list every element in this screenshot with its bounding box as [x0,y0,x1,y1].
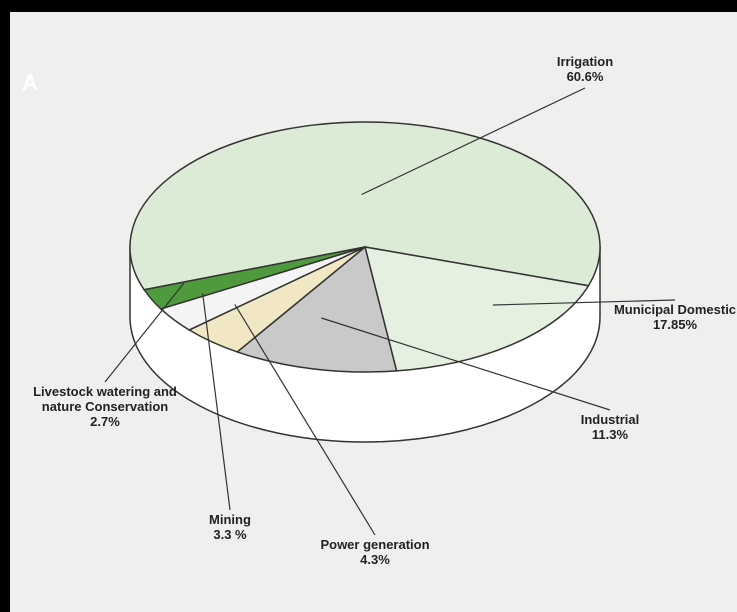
category-label: Livestock watering and nature Conservati… [15,384,195,414]
category-label: Municipal Domestic [610,302,737,317]
value-label: 60.6% [530,69,640,84]
panel-label: A [22,70,38,96]
value-label: 3.3 % [160,527,300,542]
value-label: 2.7% [15,414,195,429]
category-label: Industrial [555,412,665,427]
category-label: Irrigation [530,54,640,69]
value-label: 17.85% [610,317,737,332]
value-label: 11.3% [555,427,665,442]
category-label: Mining [160,512,300,527]
value-label: 4.3% [290,552,460,567]
category-label: Power generation [290,537,460,552]
slice-label: Livestock watering and nature Conservati… [15,384,195,429]
figure: A Irrigation60.6% Municipal Domestic17.85… [0,0,737,612]
